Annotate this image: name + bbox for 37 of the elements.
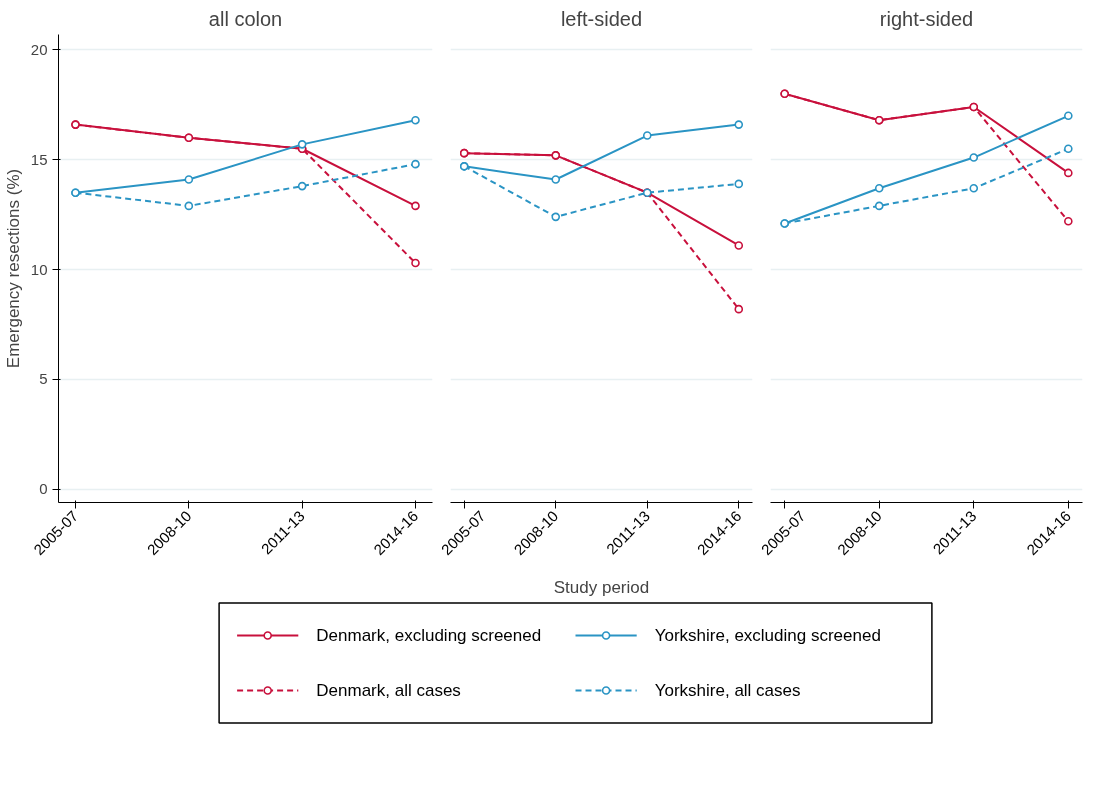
point — [734, 304, 744, 314]
point — [1064, 168, 1073, 178]
point — [969, 153, 979, 162]
point — [642, 131, 652, 140]
chart-title: right-sided — [879, 7, 974, 30]
y-tick-label: 10 — [30, 260, 48, 278]
y-tick-label: 0 — [39, 480, 48, 498]
point — [297, 181, 307, 191]
y-tick-label: 20 — [30, 40, 48, 58]
point — [969, 184, 979, 193]
chart-title: all colon — [208, 7, 283, 30]
legend-label: Yorkshire, all cases — [654, 681, 801, 700]
point — [1064, 216, 1073, 226]
point — [411, 201, 420, 211]
x-axis-title: Study period — [553, 578, 650, 598]
legend-label: Denmark, excluding screened — [316, 626, 542, 645]
point — [1064, 111, 1073, 121]
point — [184, 175, 194, 184]
y-tick-label: 5 — [39, 370, 48, 388]
point — [874, 184, 884, 193]
legend-label: Denmark, all cases — [316, 681, 461, 700]
point — [551, 212, 561, 222]
point — [411, 115, 420, 125]
legend-label: Yorkshire, excluding screened — [654, 626, 881, 645]
point — [874, 201, 884, 211]
point — [734, 179, 744, 189]
point — [734, 241, 744, 250]
y-tick-label: 15 — [30, 150, 48, 168]
point — [297, 140, 307, 149]
chart-title: left-sided — [560, 7, 643, 30]
point — [184, 201, 194, 211]
point — [734, 120, 744, 129]
point — [411, 258, 420, 268]
point — [411, 159, 420, 169]
y-axis-title: Emergency resections (%) — [3, 168, 23, 369]
point — [551, 175, 561, 184]
point — [1064, 144, 1073, 154]
